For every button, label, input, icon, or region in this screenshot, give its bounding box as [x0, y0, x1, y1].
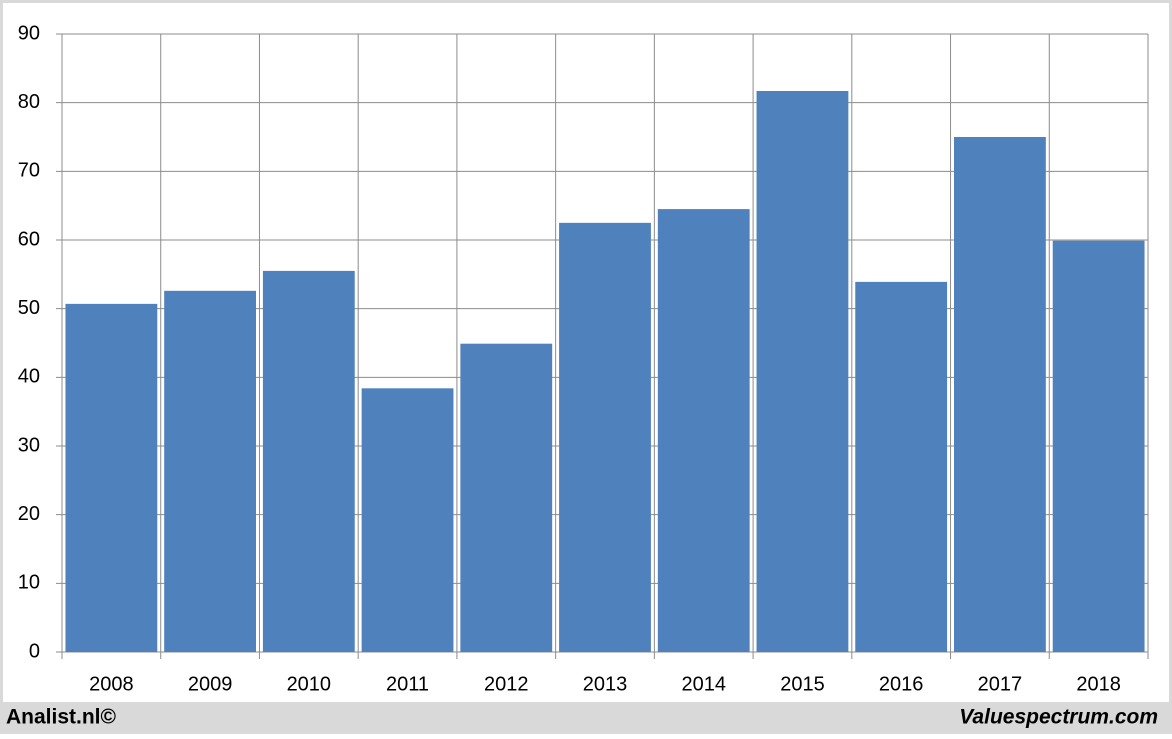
x-tick-label: 2013 [583, 673, 628, 695]
bar [164, 290, 256, 652]
y-tick-label: 10 [18, 572, 40, 594]
y-tick-label: 80 [18, 91, 40, 113]
x-tick-label: 2018 [1076, 673, 1121, 695]
x-tick-label: 2016 [879, 673, 924, 695]
footer-left: Analist.nl© [6, 706, 117, 729]
y-tick-label: 30 [18, 434, 40, 456]
x-tick-label: 2012 [484, 673, 529, 695]
x-tick-label: 2017 [978, 673, 1023, 695]
bar [361, 388, 454, 652]
y-tick-label: 60 [18, 228, 40, 250]
x-tick-label: 2015 [780, 673, 825, 695]
bar [460, 343, 553, 652]
bar [559, 222, 651, 653]
bar [262, 270, 355, 652]
x-tick-label: 2011 [386, 673, 429, 695]
x-tick-label: 2010 [287, 673, 332, 695]
x-tick-label: 2014 [681, 673, 726, 695]
y-tick-label: 40 [18, 366, 40, 388]
bar [855, 281, 948, 652]
footer-right: Valuespectrum.com [959, 706, 1158, 729]
y-tick-label: 0 [29, 640, 40, 662]
y-tick-label: 90 [18, 22, 40, 44]
bar [1052, 240, 1145, 653]
y-tick-label: 70 [18, 160, 40, 182]
bar [65, 303, 158, 652]
y-tick-label: 50 [18, 297, 40, 319]
x-tick-label: 2009 [188, 673, 233, 695]
bar [954, 137, 1046, 652]
bar [657, 209, 750, 652]
y-tick-label: 20 [18, 503, 40, 525]
bar [756, 90, 849, 652]
x-tick-label: 2008 [89, 673, 134, 695]
